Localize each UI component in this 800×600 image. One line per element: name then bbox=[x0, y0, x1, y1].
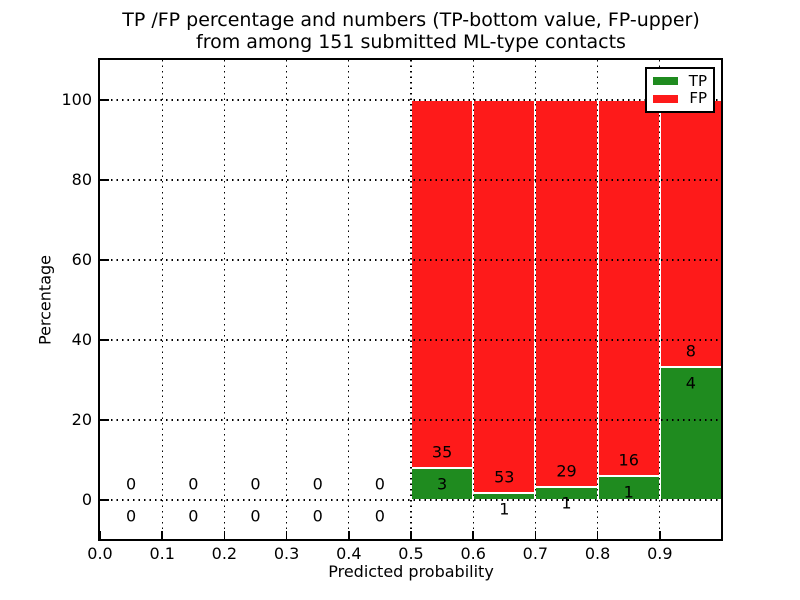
x-tick-label: 0.3 bbox=[273, 544, 300, 563]
bar-segment-fp bbox=[659, 100, 722, 367]
x-tick bbox=[161, 531, 163, 540]
bar-segment-tp bbox=[411, 468, 474, 500]
annotation-tp-count: 1 bbox=[499, 499, 510, 519]
annotation-fp-count: 8 bbox=[685, 341, 696, 361]
fp-swatch-icon bbox=[653, 94, 678, 103]
gridline-x bbox=[348, 60, 350, 540]
y-tick bbox=[100, 179, 109, 181]
legend-label-fp: FP bbox=[689, 89, 707, 108]
chart-title: TP /FP percentage and numbers (TP-bottom… bbox=[100, 9, 722, 53]
annotation-tp-count: 0 bbox=[250, 506, 261, 526]
annotation-tp-count: 3 bbox=[437, 474, 448, 494]
gridline-x bbox=[410, 60, 412, 540]
x-tick-label: 0.9 bbox=[647, 544, 673, 563]
y-tick-label: 60 bbox=[71, 250, 92, 269]
gridline-x bbox=[659, 60, 661, 540]
chart-title-line1: TP /FP percentage and numbers (TP-bottom… bbox=[122, 9, 700, 31]
annotation-fp-count: 0 bbox=[188, 474, 199, 494]
annotation-fp-count: 0 bbox=[312, 474, 323, 494]
annotation-tp-count: 0 bbox=[374, 506, 385, 526]
annotation-tp-count: 4 bbox=[685, 373, 696, 393]
x-tick-label: 0.2 bbox=[211, 544, 238, 563]
x-tick bbox=[659, 531, 661, 540]
x-axis-label: Predicted probability bbox=[328, 562, 494, 581]
x-tick bbox=[596, 531, 599, 540]
legend-label-tp: TP bbox=[688, 71, 707, 90]
bar-segment-fp bbox=[411, 100, 474, 469]
y-tick bbox=[100, 99, 109, 101]
annotation-tp-count: 0 bbox=[126, 506, 137, 526]
x-tick bbox=[410, 531, 412, 540]
y-tick bbox=[100, 259, 109, 261]
x-tick-label: 0.8 bbox=[584, 544, 611, 563]
x-tick-label: 0.5 bbox=[398, 544, 424, 563]
gridline-x bbox=[596, 60, 599, 540]
x-tick-label: 0.0 bbox=[87, 544, 113, 563]
x-tick bbox=[223, 531, 226, 540]
gridline-x bbox=[285, 60, 288, 540]
y-axis-label: Percentage bbox=[35, 254, 55, 346]
x-tick bbox=[534, 531, 537, 540]
annotation-tp-count: 0 bbox=[312, 506, 323, 526]
bar-segment-fp bbox=[473, 100, 536, 493]
legend-item-fp: FP bbox=[653, 91, 707, 106]
bar-segment-fp bbox=[597, 100, 660, 477]
gridline-x bbox=[534, 60, 537, 540]
annotation-fp-count: 16 bbox=[618, 450, 639, 470]
chart-title-line2: from among 151 submitted ML-type contact… bbox=[196, 31, 626, 53]
annotation-fp-count: 0 bbox=[126, 474, 137, 494]
gridline-x bbox=[161, 60, 163, 540]
y-tick-label: 0 bbox=[81, 490, 92, 509]
x-tick bbox=[285, 531, 288, 540]
y-tick-label: 100 bbox=[61, 90, 92, 109]
y-tick bbox=[100, 419, 109, 421]
tp-swatch-icon bbox=[653, 77, 678, 86]
bar-segment-fp bbox=[535, 100, 598, 487]
y-tick bbox=[100, 339, 109, 341]
gridline-x bbox=[223, 60, 226, 540]
x-tick bbox=[99, 531, 101, 540]
x-tick-label: 0.6 bbox=[460, 544, 486, 563]
annotation-tp-count: 1 bbox=[623, 482, 634, 502]
y-tick-label: 40 bbox=[71, 330, 92, 349]
y-tick-label: 20 bbox=[71, 410, 92, 429]
annotation-fp-count: 0 bbox=[374, 474, 385, 494]
x-tick bbox=[472, 531, 474, 540]
annotation-tp-count: 1 bbox=[561, 493, 572, 513]
x-tick bbox=[348, 531, 350, 540]
annotation-fp-count: 29 bbox=[556, 461, 577, 481]
gridline-x bbox=[472, 60, 474, 540]
annotation-fp-count: 53 bbox=[494, 467, 515, 487]
legend: TP FP bbox=[645, 67, 715, 113]
y-tick-label: 80 bbox=[71, 170, 92, 189]
legend-item-tp: TP bbox=[653, 71, 707, 90]
y-tick bbox=[100, 499, 109, 501]
annotation-fp-count: 0 bbox=[250, 474, 261, 494]
x-tick-label: 0.4 bbox=[336, 544, 362, 563]
x-tick-label: 0.7 bbox=[522, 544, 549, 563]
annotation-tp-count: 0 bbox=[188, 506, 199, 526]
x-tick-label: 0.1 bbox=[149, 544, 175, 563]
annotation-fp-count: 35 bbox=[431, 442, 453, 462]
